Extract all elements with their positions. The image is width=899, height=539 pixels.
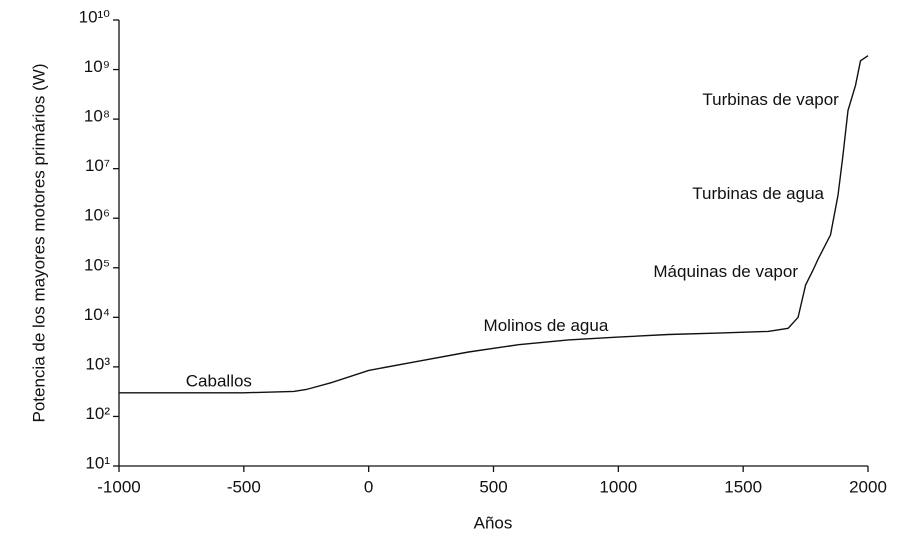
x-tick-label: -1000 [97, 477, 140, 496]
y-tick-label: 10¹ [85, 453, 110, 472]
data-line [119, 55, 869, 394]
y-tick-label: 10⁸ [84, 107, 110, 126]
y-tick-label: 10⁵ [84, 255, 110, 274]
y-tick-label: 10⁹ [84, 57, 110, 76]
y-tick-label: 10⁷ [85, 156, 110, 175]
x-tick-label: 500 [479, 477, 507, 496]
annotation: Molinos de agua [484, 316, 609, 335]
y-tick-label: 10³ [85, 354, 110, 373]
annotation: Turbinas de agua [692, 184, 824, 203]
x-tick-label: 2000 [849, 477, 887, 496]
annotation: Turbinas de vapor [702, 90, 839, 109]
y-tick-label: 10⁶ [84, 206, 110, 225]
y-tick-label: 10¹⁰ [79, 7, 111, 26]
x-axis-label: Años [474, 513, 513, 532]
x-tick-label: -500 [227, 477, 261, 496]
axes [118, 20, 868, 467]
y-tick-label: 10⁴ [84, 305, 110, 324]
y-axis-label: Potencia de los mayores motores primário… [29, 63, 48, 422]
x-tick-label: 1000 [599, 477, 637, 496]
annotation: Caballos [186, 371, 252, 390]
x-tick-label: 1500 [724, 477, 762, 496]
x-tick-label: 0 [364, 477, 373, 496]
y-tick-label: 10² [85, 404, 110, 423]
annotation: Máquinas de vapor [653, 262, 798, 281]
